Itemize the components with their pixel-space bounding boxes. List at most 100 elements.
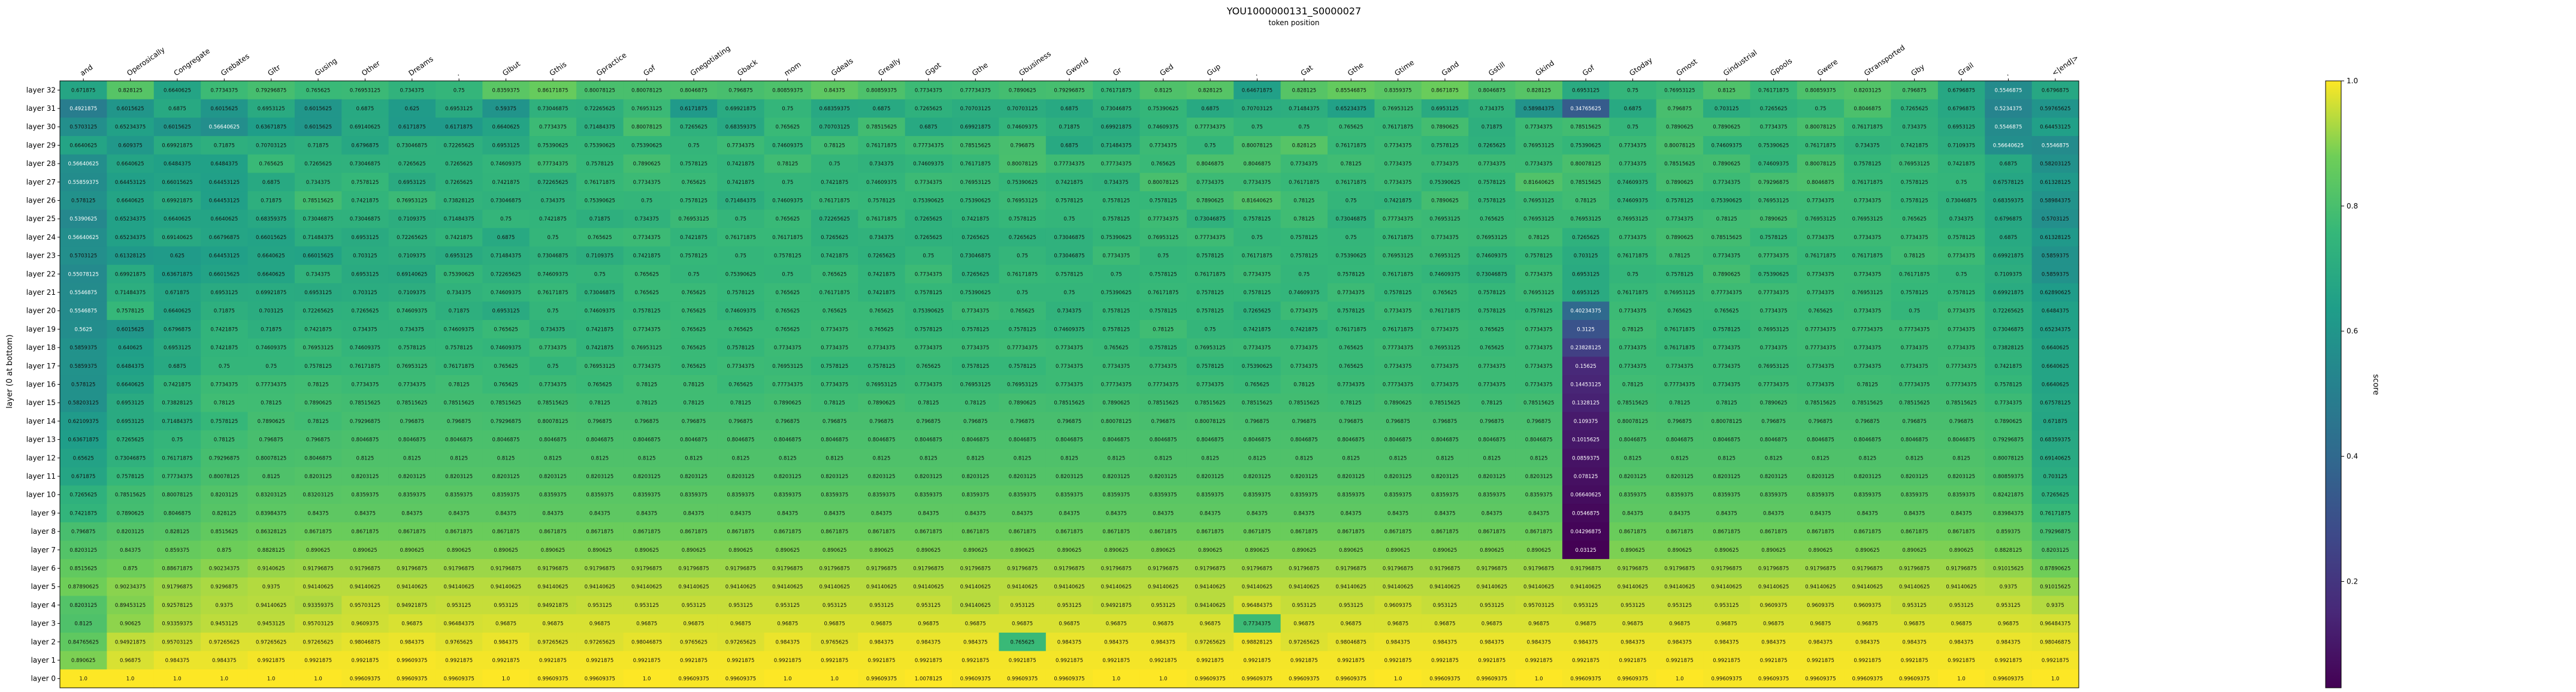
cell-value: 0.7734375 [1713, 180, 1740, 186]
heatmap-cell [1562, 467, 1610, 486]
heatmap-cell [670, 651, 718, 670]
heatmap-cell [1468, 448, 1516, 468]
cell-value: 0.953125 [775, 603, 800, 609]
cell-value: 0.578125 [71, 198, 96, 204]
cell-value: 0.8671875 [1009, 529, 1036, 535]
heatmap-cell [1233, 559, 1281, 578]
heatmap-cell [1656, 669, 1704, 688]
cell-value: 0.7734375 [915, 382, 942, 388]
cell-value: 0.70703125 [1007, 106, 1038, 112]
cell-value: 0.91796875 [1289, 566, 1319, 572]
cell-value: 0.96875 [1857, 621, 1878, 627]
cell-value: 0.765625 [494, 364, 518, 370]
cell-value: 0.76953125 [1852, 216, 1883, 222]
cell-value: 0.77734375 [913, 143, 944, 149]
heatmap-cell [858, 448, 906, 468]
heatmap-cell [858, 596, 906, 615]
cell-value: 0.765625 [869, 309, 894, 315]
cell-value: 0.74609375 [1148, 125, 1178, 131]
heatmap-cell [1233, 209, 1281, 229]
cell-value: 0.77734375 [772, 382, 803, 388]
heatmap-cell [1656, 559, 1704, 578]
cell-value: 0.91796875 [1336, 566, 1366, 572]
heatmap-cell [1562, 393, 1610, 413]
cell-value: 0.890625 [869, 548, 894, 554]
cell-value: 0.56640625 [68, 235, 99, 241]
heatmap-cell [1797, 246, 1845, 265]
cell-value: 0.8046875 [1760, 437, 1788, 443]
heatmap-cell [905, 430, 953, 449]
heatmap-cell [153, 559, 201, 578]
heatmap-cell [529, 356, 577, 376]
heatmap-cell [764, 246, 812, 265]
heatmap-cell [1045, 669, 1093, 688]
cell-value: 0.8359375 [1056, 492, 1083, 498]
cell-value: 0.9921875 [1244, 658, 1271, 664]
heatmap-cell [2031, 191, 2079, 210]
cell-value: 0.796875 [775, 419, 800, 425]
cell-value: 0.91796875 [1195, 566, 1225, 572]
cell-value: 0.703125 [259, 309, 283, 315]
heatmap-cell [1421, 301, 1469, 321]
cell-value: 0.75 [547, 235, 558, 241]
heatmap-cell [905, 614, 953, 633]
heatmap-cell [529, 632, 577, 652]
heatmap-cell [1374, 320, 1422, 339]
heatmap-cell [1186, 338, 1234, 358]
heatmap-cell [1609, 467, 1657, 486]
heatmap-cell [1985, 393, 2033, 413]
cell-value: 0.8359375 [915, 492, 942, 498]
heatmap-cell [107, 522, 155, 542]
heatmap-cell [1045, 320, 1093, 339]
heatmap-cell [1562, 356, 1610, 376]
heatmap-cell [811, 117, 858, 137]
cell-value: 0.796875 [1902, 419, 1927, 425]
heatmap-cell [811, 651, 858, 670]
cell-value: 0.7734375 [1478, 382, 1505, 388]
heatmap-cell [294, 320, 342, 339]
heatmap-cell [1468, 412, 1516, 431]
cell-value: 0.7734375 [1337, 382, 1365, 388]
cell-value: 0.59375 [495, 106, 516, 112]
cell-value: 0.75 [1909, 309, 1920, 315]
heatmap-cell [1703, 577, 1750, 597]
heatmap-cell [1797, 559, 1845, 578]
cell-value: 0.94140625 [1148, 584, 1178, 590]
heatmap-cell [811, 191, 858, 210]
heatmap-cell [717, 412, 765, 431]
cell-value: 0.765625 [775, 309, 800, 315]
heatmap-cell [529, 264, 577, 284]
heatmap-cell [1374, 356, 1422, 376]
cell-value: 0.92578125 [162, 603, 192, 609]
cell-value: 0.65234375 [115, 125, 146, 131]
cell-value: 0.7421875 [1948, 161, 1975, 167]
heatmap-cell [764, 283, 812, 302]
heatmap-cell [2031, 669, 2079, 688]
heatmap-cell [1374, 485, 1422, 504]
cell-value: 0.7734375 [1619, 161, 1646, 167]
cell-value: 0.984375 [165, 658, 190, 664]
cell-value: 0.76171875 [1383, 125, 1413, 131]
cell-value: 1.0 [267, 676, 276, 682]
heatmap-cell [1844, 577, 1892, 597]
cell-value: 0.77734375 [1148, 216, 1178, 222]
heatmap-cell [60, 412, 107, 431]
heatmap-cell [1656, 173, 1704, 192]
cell-value: 0.7265625 [868, 253, 896, 259]
cell-value: 0.734375 [1104, 180, 1129, 186]
heatmap-cell [858, 136, 906, 155]
heatmap-cell [529, 301, 577, 321]
heatmap-cell [1609, 320, 1657, 339]
heatmap-cell [623, 356, 671, 376]
cell-value: 0.953125 [1057, 603, 1082, 609]
cell-value: 0.76171875 [960, 161, 991, 167]
cell-value: 0.7734375 [774, 345, 802, 351]
heatmap-cell [1280, 209, 1328, 229]
cell-value: 0.7578125 [1478, 290, 1505, 296]
heatmap-cell [1186, 467, 1234, 486]
heatmap-cell [576, 559, 624, 578]
heatmap-cell [576, 504, 624, 523]
heatmap-cell [1233, 246, 1281, 265]
cell-value: 0.7734375 [1807, 382, 1834, 388]
cell-value: 0.7265625 [680, 125, 708, 131]
